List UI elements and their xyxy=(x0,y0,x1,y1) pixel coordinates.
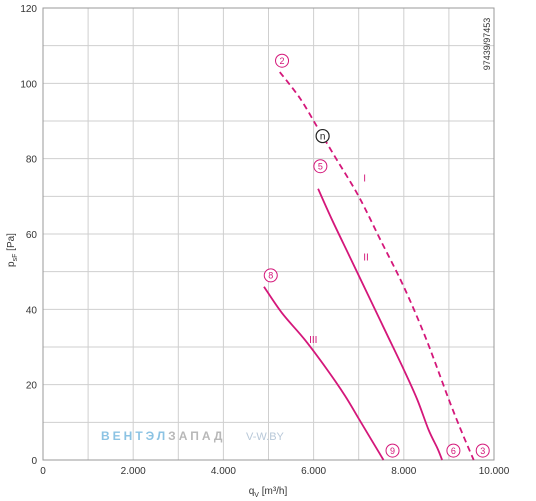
x-axis-label: qV [m³/h] xyxy=(249,486,288,499)
x-axis-label-sub: V xyxy=(254,492,259,499)
curve-marker-label: 3 xyxy=(480,446,485,456)
curve-marker-circle xyxy=(446,443,461,458)
series-label: II xyxy=(363,252,369,263)
series-line-iii xyxy=(263,286,385,461)
y-tick-label: 0 xyxy=(31,456,37,467)
plot-frame xyxy=(42,7,495,461)
curve-markers: 2 5 8 9 6 3 n xyxy=(263,53,490,458)
curve-marker-circle xyxy=(475,443,490,458)
x-tick-label: 4.000 xyxy=(211,466,236,477)
y-axis-label: psF [Pa] xyxy=(6,233,19,267)
grid-lines xyxy=(43,8,494,460)
curve-marker-circle xyxy=(263,268,278,283)
curve-marker-label: 9 xyxy=(390,446,395,456)
curve-marker-circle xyxy=(313,159,328,174)
y-tick-label: 120 xyxy=(20,4,37,15)
reference-code: 97439/97453 xyxy=(482,18,492,71)
series-line-i xyxy=(279,71,475,461)
x-axis-label-main: q xyxy=(249,486,255,497)
curve-marker-circle xyxy=(275,53,290,68)
y-axis-label-sub: sF xyxy=(12,254,19,262)
x-tick-label: 0 xyxy=(40,466,46,477)
x-tick-label: 10.000 xyxy=(479,466,510,477)
curve-marker-circle xyxy=(385,443,400,458)
curve-marker-label: 5 xyxy=(318,161,323,171)
watermark-brand-part1: ВЕНТЭЛ xyxy=(101,429,168,443)
x-tick-label: 8.000 xyxy=(391,466,416,477)
y-axis-label-unit: [Pa] xyxy=(6,233,17,251)
y-tick-label: 80 xyxy=(26,155,38,166)
curve-marker-label: 6 xyxy=(451,446,456,456)
y-tick-label: 100 xyxy=(20,79,37,90)
watermark-url: V-W.BY xyxy=(246,431,285,443)
curve-marker-label: 8 xyxy=(268,271,273,281)
series-line-ii xyxy=(317,188,443,461)
series-label: I xyxy=(363,173,366,184)
x-tick-label: 2.000 xyxy=(121,466,146,477)
series-label: III xyxy=(309,335,317,346)
x-axis-label-unit: [m³/h] xyxy=(262,486,288,497)
y-tick-label: 40 xyxy=(26,305,38,316)
rpm-marker-label: n xyxy=(320,132,326,143)
x-tick-label: 6.000 xyxy=(301,466,326,477)
y-tick-label: 60 xyxy=(26,230,38,241)
watermark-brand: ВЕНТЭЛЗАПАД xyxy=(101,429,225,443)
y-axis-label-main: p xyxy=(6,261,17,267)
rpm-marker-circle xyxy=(315,128,330,144)
watermark-brand-part2: ЗАПАД xyxy=(168,429,225,443)
curve-marker-label: 2 xyxy=(280,56,285,66)
axis-ticks: 0 2.000 4.000 6.000 8.000 10.000 0 20 40 60 80 100 1… xyxy=(20,4,509,477)
y-tick-label: 20 xyxy=(26,381,38,392)
